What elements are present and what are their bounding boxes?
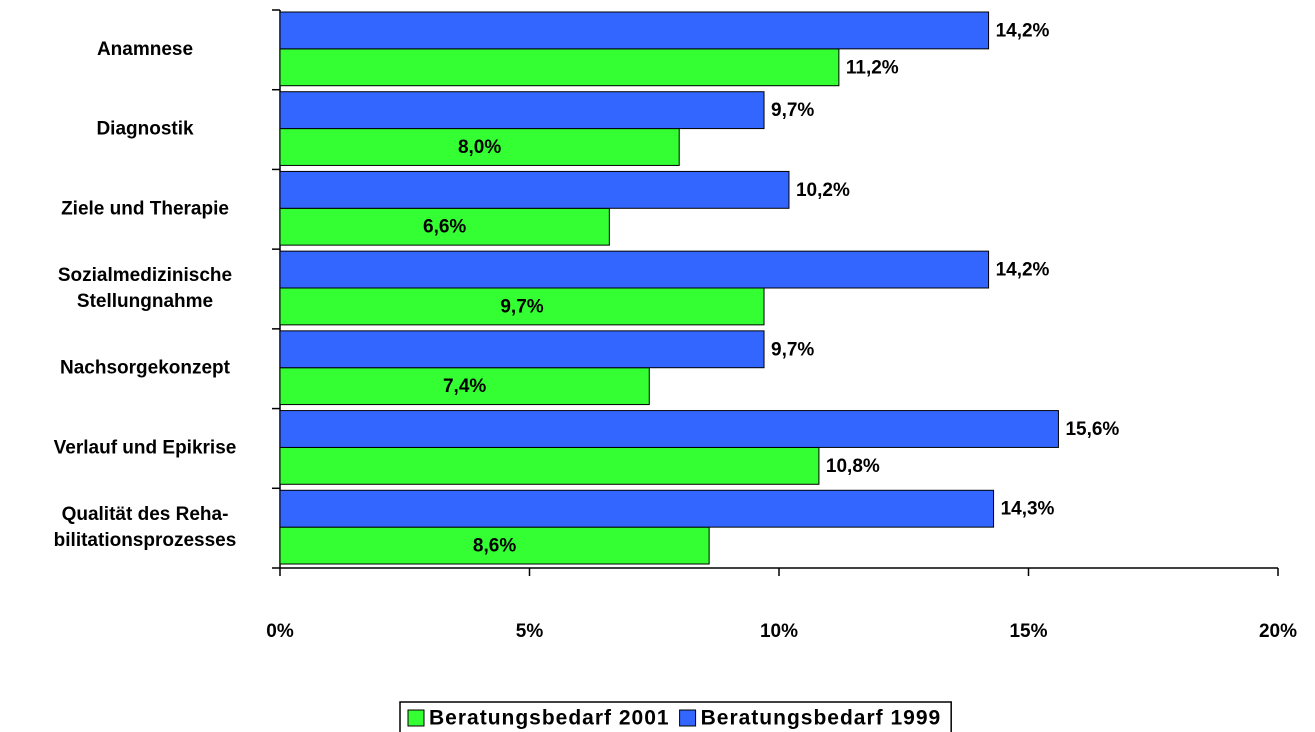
- bar: [279, 489, 995, 528]
- y-tick-label: Verlauf und Epikrise: [54, 437, 237, 458]
- bar: [279, 170, 790, 209]
- data-label: 11,2%: [846, 57, 899, 78]
- data-label: 14,2%: [996, 260, 1050, 281]
- data-label: 14,3%: [1001, 499, 1055, 520]
- bar: [279, 250, 990, 289]
- x-tick-label: 0%: [266, 621, 294, 642]
- data-label: 9,7%: [500, 296, 543, 317]
- legend-swatch: [407, 709, 425, 727]
- y-tick-label: Nachsorgekonzept: [60, 358, 231, 379]
- bar: [279, 128, 680, 166]
- legend-label: Beratungsbedarf 1999: [701, 707, 942, 730]
- bar: [279, 91, 765, 130]
- bar: [279, 11, 990, 50]
- y-tick-label: Sozialmedizinische Stellungnahme: [58, 265, 232, 312]
- legend-box: [399, 701, 952, 732]
- legend: Beratungsbedarf 2001 Beratungsbedarf 1999: [399, 701, 952, 732]
- data-label: 9,7%: [771, 339, 814, 360]
- label-line: Ziele und Therapie: [61, 198, 229, 219]
- data-label: 10,8%: [826, 456, 880, 477]
- label-line: Stellungnahme: [77, 291, 213, 312]
- x-tick-label: 5%: [516, 621, 544, 642]
- label-line: Qualität des Reha-: [62, 504, 229, 525]
- bar: [279, 446, 820, 485]
- data-label: 14,2%: [996, 20, 1050, 41]
- bar: [279, 410, 1059, 448]
- label-line: Anamnese: [97, 39, 193, 60]
- legend-label: Beratungsbedarf 2001: [429, 707, 670, 730]
- bar: [279, 48, 840, 87]
- x-tick-label: 15%: [1009, 621, 1047, 642]
- y-tick-label: Qualität des Reha-bilitationsprozesses: [54, 504, 237, 551]
- data-label: 7,4%: [443, 376, 486, 397]
- data-label: 10,2%: [796, 180, 850, 201]
- data-label: 8,6%: [473, 536, 516, 557]
- data-label: 6,6%: [423, 217, 466, 238]
- label-line: Nachsorgekonzept: [60, 358, 231, 379]
- y-tick-label: Anamnese: [97, 39, 193, 60]
- bar: [279, 330, 765, 369]
- legend-swatch: [679, 709, 697, 727]
- bar: [279, 287, 765, 326]
- bar: [279, 207, 610, 246]
- data-label: 9,7%: [771, 100, 814, 121]
- data-label: 15,6%: [1065, 419, 1119, 440]
- label-line: Diagnostik: [96, 119, 194, 140]
- bar: [279, 367, 650, 406]
- label-line: Verlauf und Epikrise: [54, 437, 237, 458]
- x-tick-label: 10%: [760, 621, 798, 642]
- label-line: bilitationsprozesses: [54, 530, 237, 551]
- x-tick-label: 20%: [1259, 621, 1297, 642]
- y-tick-label: Diagnostik: [96, 119, 194, 140]
- label-line: Sozialmedizinische: [58, 265, 232, 286]
- y-tick-label: Ziele und Therapie: [61, 198, 229, 219]
- bar: [279, 526, 710, 565]
- data-label: 8,0%: [458, 137, 501, 158]
